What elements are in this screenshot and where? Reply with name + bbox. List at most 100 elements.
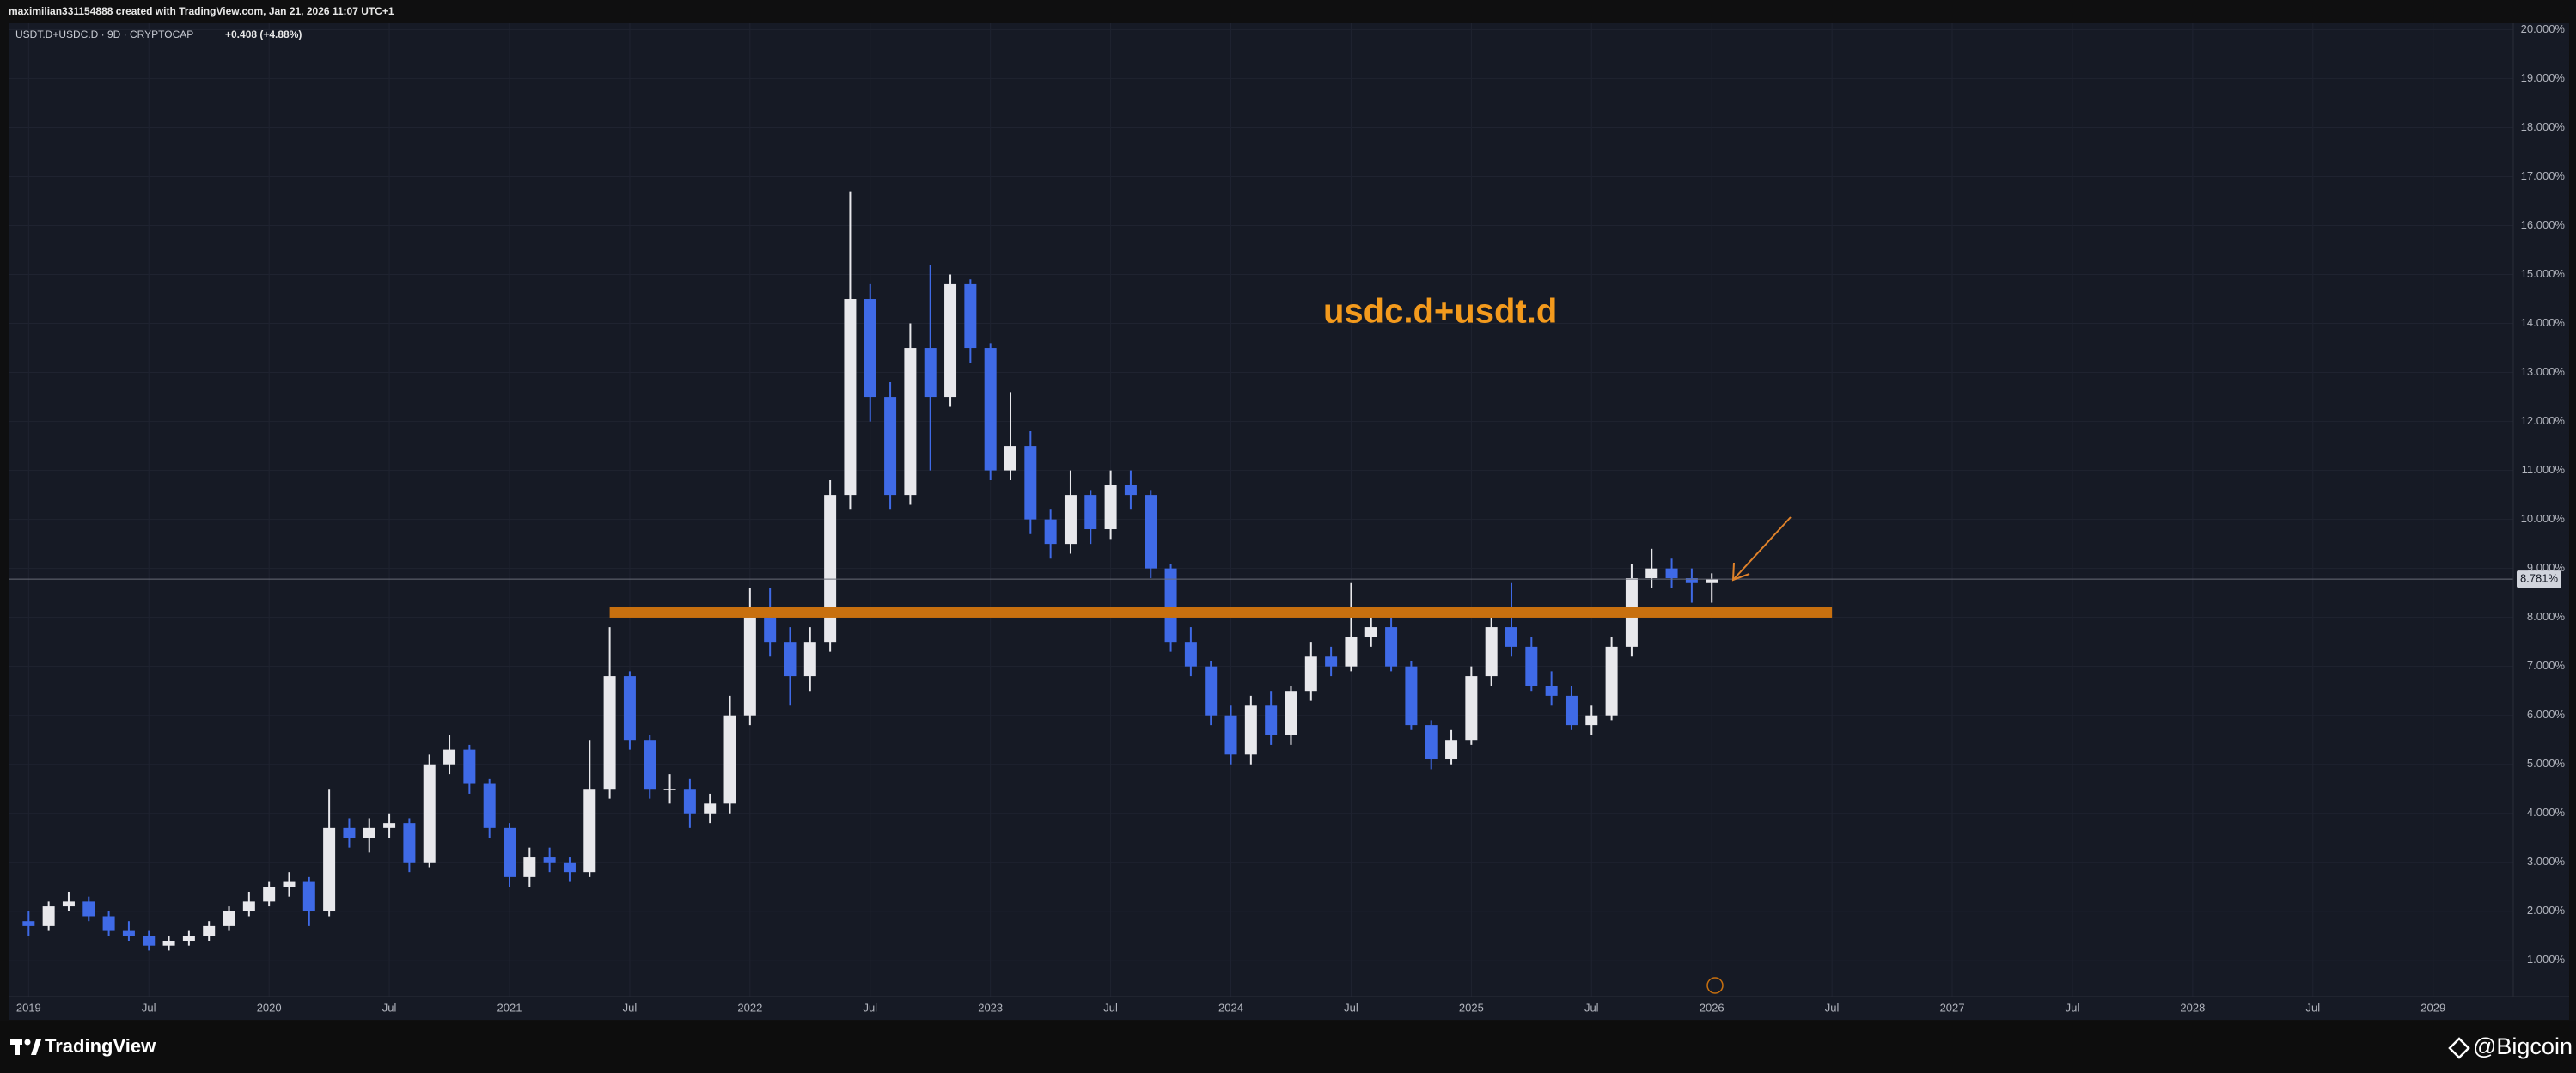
x-tick-label: Jul [863, 1001, 877, 1014]
y-tick-label: 1.000% [2527, 953, 2566, 966]
candle-body [944, 283, 957, 398]
candle-body [182, 936, 195, 941]
y-tick-label: 8.000% [2527, 610, 2566, 623]
y-tick-label: 15.000% [2521, 267, 2566, 280]
x-tick-label: 2026 [1700, 1001, 1724, 1014]
candle-body [683, 789, 696, 814]
y-tick-label: 5.000% [2527, 757, 2566, 770]
brand: TradingView [45, 1035, 156, 1057]
level-band [609, 607, 1833, 618]
plot [9, 191, 2513, 951]
candle-body [1345, 637, 1358, 667]
candle-body [483, 783, 496, 828]
candle-body [263, 887, 276, 902]
candle-body [1124, 485, 1137, 496]
arrow-head [1731, 562, 1750, 582]
candle-body [1044, 519, 1057, 545]
candle-body [1164, 568, 1177, 643]
candle-body [302, 881, 315, 911]
change: +0.408 (+4.88%) [225, 28, 302, 40]
candle-body [984, 348, 997, 471]
candle-body [924, 348, 937, 398]
footer-bar [0, 1021, 2576, 1073]
x-tick-label: 2021 [497, 1001, 522, 1014]
x-tick-label: Jul [1103, 1001, 1118, 1014]
candle-body [523, 857, 536, 877]
candle-body [824, 495, 837, 643]
candle-body [723, 715, 736, 804]
candle-body [603, 676, 616, 790]
candle-body [1104, 485, 1117, 530]
candle-body [904, 348, 917, 496]
x-tick-label: Jul [2066, 1001, 2080, 1014]
x-tick-label: Jul [1584, 1001, 1599, 1014]
y-tick-label: 14.000% [2521, 316, 2566, 329]
candle-body [543, 857, 556, 863]
candle-body [1064, 495, 1077, 545]
candle-body [1285, 691, 1297, 735]
candle-body [62, 901, 75, 907]
candle-body [1265, 705, 1278, 735]
y-tick-label: 7.000% [2527, 659, 2566, 672]
annotation: usdc.d+usdt.d [1323, 293, 1557, 331]
candle-body [1004, 446, 1016, 471]
candle-body [162, 940, 175, 946]
candle-body [323, 827, 336, 911]
candle-body [343, 827, 356, 838]
candle-body [1505, 627, 1517, 647]
candle-body [242, 901, 255, 911]
candle-body [1545, 686, 1558, 696]
candle-body [1605, 646, 1618, 716]
y-tick-label: 4.000% [2527, 806, 2566, 819]
candle-body [1385, 627, 1398, 667]
last-price-box [2517, 570, 2561, 588]
candle-body [1224, 715, 1237, 755]
candle-body [143, 936, 156, 946]
candle-body [1425, 725, 1438, 760]
y-tick-label: 2.000% [2527, 904, 2566, 917]
candle-body [864, 299, 876, 398]
logo-part [31, 1039, 41, 1055]
candle-body [623, 676, 636, 741]
last-price-label: 8.781% [2520, 572, 2559, 585]
x-tick-label: Jul [2305, 1001, 2320, 1014]
candle-body [504, 827, 516, 877]
candle-body [964, 283, 977, 349]
candle-body [1565, 695, 1578, 726]
x-tick-label: Jul [1825, 1001, 1840, 1014]
x-tick-label: 2022 [737, 1001, 762, 1014]
candle-body [1685, 578, 1698, 583]
candle-body [1145, 495, 1157, 569]
x-tick-label: Jul [1344, 1001, 1358, 1014]
x-tick-label: 2024 [1218, 1001, 1243, 1014]
candle-body [1325, 656, 1338, 667]
candle-body [1706, 579, 1718, 583]
x-tick-label: 2028 [2180, 1001, 2205, 1014]
x-tick-label: 2023 [978, 1001, 1003, 1014]
candle-body [122, 930, 135, 936]
candle-body [743, 617, 756, 716]
x-tick-label: 2025 [1459, 1001, 1484, 1014]
candle-body [22, 921, 35, 926]
candle-body [663, 789, 676, 790]
candle-body [1304, 656, 1317, 692]
candle-body [1184, 642, 1197, 667]
watermark: @Bigcoin [2473, 1033, 2573, 1059]
y-tick-label: 12.000% [2521, 414, 2566, 427]
candle-body [423, 764, 436, 863]
x-tick-label: Jul [623, 1001, 638, 1014]
x-tick-label: 2020 [257, 1001, 282, 1014]
candle-body [463, 749, 476, 784]
candle-body [764, 617, 777, 643]
candle-body [102, 916, 115, 931]
candle-body [803, 642, 816, 677]
candle-body [1445, 740, 1458, 760]
grid [9, 23, 2513, 997]
brand-logo [10, 1039, 41, 1055]
logo-part [24, 1039, 31, 1046]
candle-body [82, 901, 95, 917]
x-tick-label: Jul [382, 1001, 397, 1014]
candle-body [1205, 666, 1218, 716]
candle-body [884, 397, 897, 496]
